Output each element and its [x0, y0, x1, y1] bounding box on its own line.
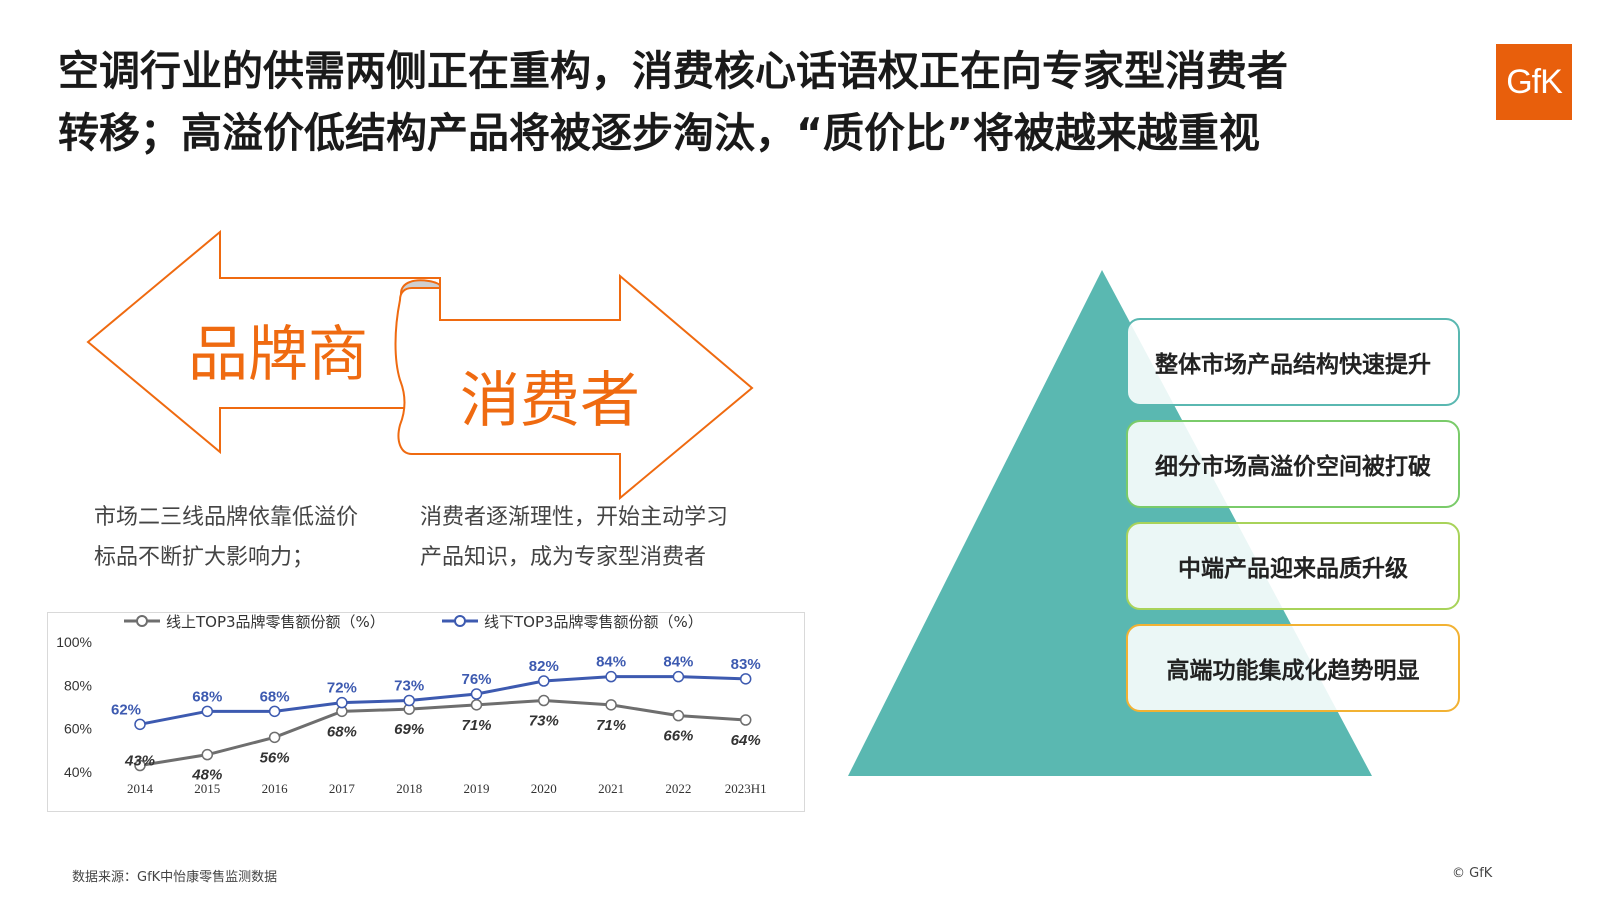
x-tick-label: 2016 — [262, 781, 289, 796]
data-point — [470, 688, 483, 700]
consumer-description-line: 消费者逐渐理性，开始主动学习 — [420, 505, 729, 530]
y-tick-label: 100% — [56, 634, 92, 650]
data-label: 76% — [461, 671, 491, 688]
data-label: 62% — [111, 701, 141, 718]
x-tick-label: 2021 — [598, 781, 624, 796]
data-label: 71% — [596, 717, 626, 734]
data-point — [201, 705, 214, 718]
data-label: 68% — [260, 688, 290, 705]
pyramid-item-4: 高端功能集成化趋势明显 — [1126, 624, 1460, 712]
x-tick-label: 2015 — [194, 781, 220, 796]
data-label: 48% — [191, 767, 222, 784]
data-label: 73% — [529, 713, 559, 730]
x-tick-label: 2017 — [329, 781, 356, 796]
pyramid-item-label: 中端产品迎来品质升级 — [1178, 556, 1408, 582]
page-title: 空调行业的供需两侧正在重构，消费核心话语权正在向专家型消费者 转移；高溢价低结构… — [58, 40, 1448, 164]
data-point — [672, 670, 685, 683]
legend-marker — [454, 615, 466, 627]
data-point — [538, 694, 550, 707]
x-tick-label: 2020 — [531, 781, 557, 796]
title-line-1: 空调行业的供需两侧正在重构，消费核心话语权正在向专家型消费者 — [58, 47, 1288, 95]
chart-frame — [47, 612, 805, 812]
data-source: 数据来源：GfK中怡康零售监测数据 — [72, 870, 278, 885]
brand-description-line: 标品不断扩大影响力； — [94, 545, 315, 570]
x-tick-label: 2014 — [127, 781, 154, 796]
title-line-2: 转移；高溢价低结构产品将被逐步淘汰，“质价比”将被越来越重视 — [58, 109, 1260, 157]
gfk-logo: GfK — [1496, 44, 1572, 120]
x-tick-label: 2018 — [396, 781, 422, 796]
brand-description: 市场二三线品牌依靠低溢价 标品不断扩大影响力； — [94, 498, 358, 578]
x-tick-label: 2022 — [665, 781, 691, 796]
brand-description-line: 市场二三线品牌依靠低溢价 — [94, 505, 359, 530]
right-arrow-shape — [394, 273, 754, 501]
data-point — [538, 675, 550, 687]
data-label: 43% — [124, 753, 155, 770]
data-point — [739, 673, 752, 685]
pyramid-item-1: 整体市场产品结构快速提升 — [1126, 318, 1460, 406]
copyright: © GfK — [1452, 866, 1493, 881]
data-label: 69% — [394, 721, 424, 738]
y-tick-label: 80% — [64, 677, 92, 693]
data-label: 73% — [394, 678, 424, 695]
data-point — [605, 670, 617, 683]
data-point — [201, 748, 214, 761]
data-label: 84% — [596, 654, 626, 671]
data-point — [605, 699, 617, 711]
data-label: 71% — [461, 717, 491, 734]
data-point — [470, 699, 483, 711]
consumer-description: 消费者逐渐理性，开始主动学习 产品知识，成为专家型消费者 — [420, 498, 728, 578]
data-point — [134, 759, 146, 772]
data-point — [739, 714, 752, 726]
pyramid-item-2: 细分市场高溢价空间被打破 — [1126, 420, 1460, 508]
consumer-description-line: 产品知识，成为专家型消费者 — [420, 545, 707, 570]
series-line — [139, 675, 746, 726]
data-point — [268, 731, 281, 744]
legend-entry: 线上TOP3品牌零售额份额（%） — [166, 613, 385, 631]
x-tick-label: 2019 — [464, 781, 490, 796]
data-label: 66% — [663, 728, 693, 745]
pyramid-item-label: 细分市场高溢价空间被打破 — [1155, 454, 1431, 480]
legend-entry: 线下TOP3品牌零售额份额（%） — [484, 613, 703, 631]
legend-marker — [136, 615, 148, 627]
data-label: 56% — [260, 749, 290, 766]
y-tick-label: 40% — [64, 764, 92, 780]
y-tick-label: 60% — [64, 721, 92, 737]
data-point — [134, 718, 146, 731]
pyramid-item-3: 中端产品迎来品质升级 — [1126, 522, 1460, 610]
data-point — [672, 709, 685, 722]
data-label: 84% — [663, 654, 693, 671]
data-label: 83% — [731, 656, 761, 673]
brand-label: 品牌商 — [188, 320, 368, 390]
x-tick-label: 2023H1 — [725, 781, 767, 796]
consumer-label: 消费者 — [460, 366, 640, 436]
data-point — [403, 694, 415, 707]
data-label: 68% — [327, 723, 357, 740]
data-label: 68% — [192, 688, 222, 705]
data-label: 82% — [529, 658, 559, 675]
data-point — [268, 705, 281, 718]
data-label: 72% — [327, 680, 357, 697]
pyramid-item-label: 高端功能集成化趋势明显 — [1166, 658, 1420, 684]
pyramid-item-label: 整体市场产品结构快速提升 — [1155, 352, 1431, 378]
data-label: 64% — [731, 732, 761, 749]
series-line — [139, 698, 746, 767]
data-point — [336, 696, 348, 709]
